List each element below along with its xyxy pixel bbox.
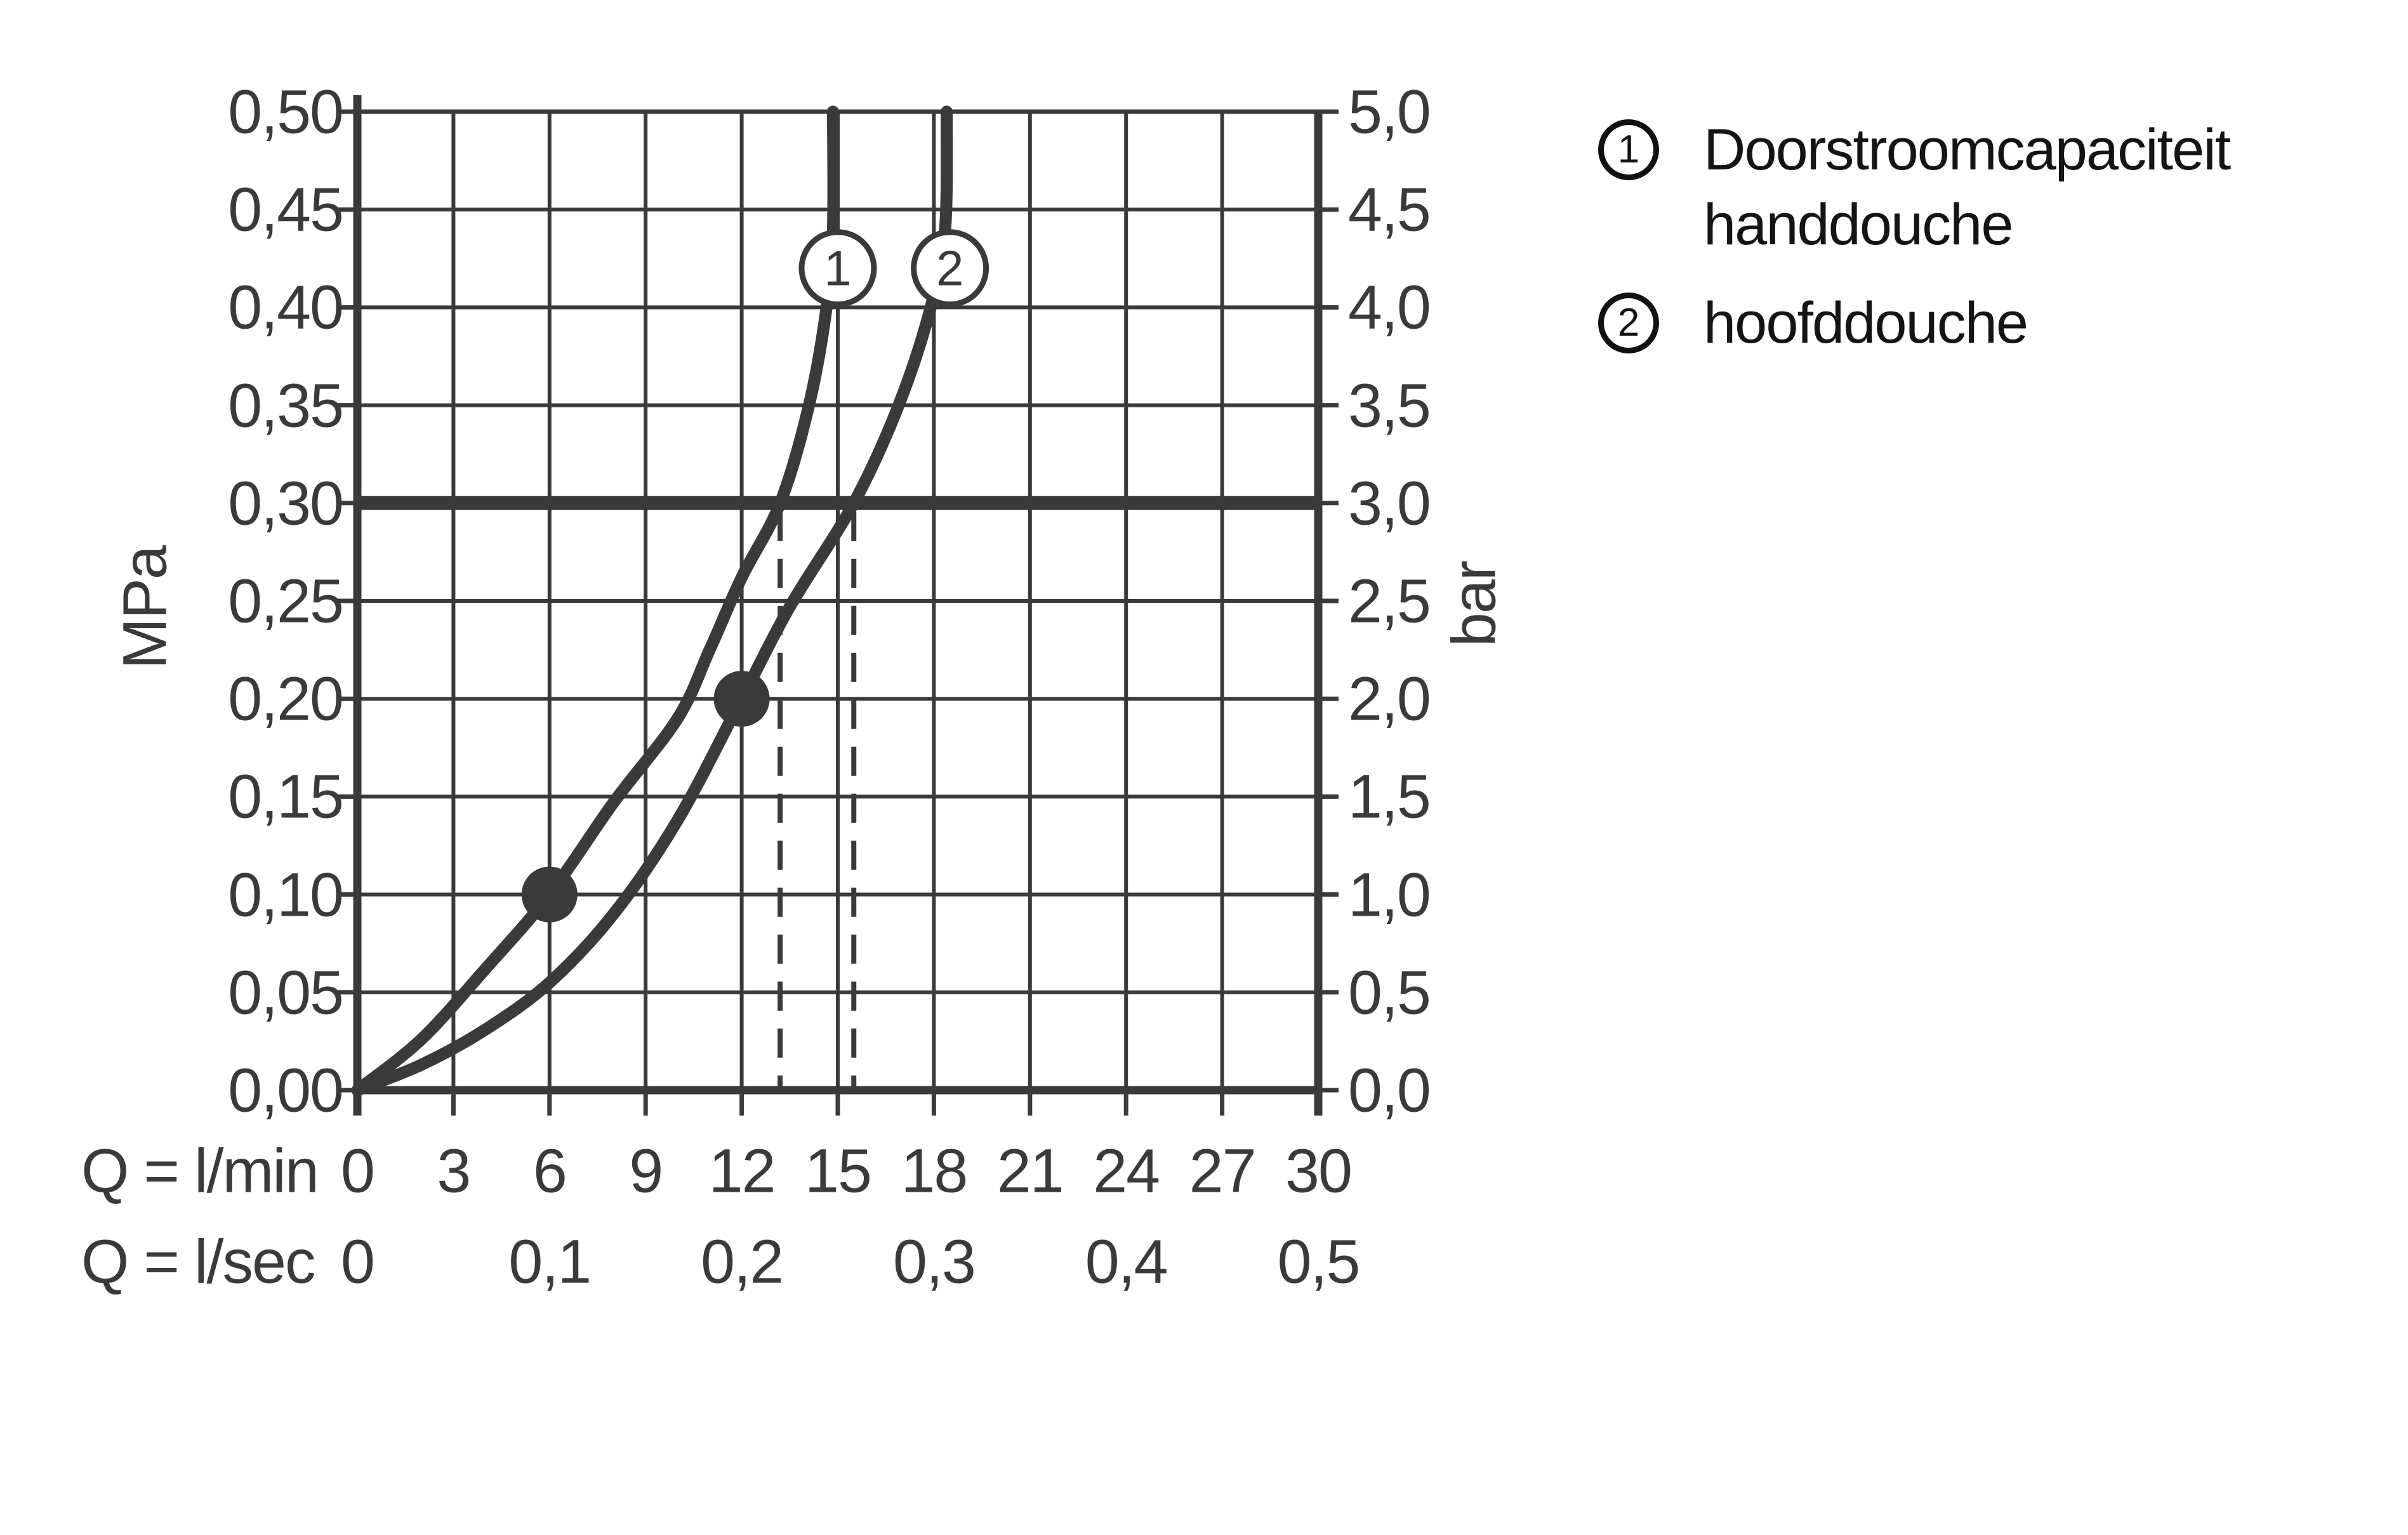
y-right-tick-label: 3,0 — [1348, 468, 1431, 538]
x-row1-tick-label: 9 — [629, 1136, 663, 1206]
x-axis-row2-label: Q = l/sec — [81, 1227, 315, 1296]
x-axis-row1-label: Q = l/min — [81, 1136, 319, 1206]
x-row1-tick-label: 21 — [996, 1136, 1064, 1206]
y-left-tick-label: 0,30 — [228, 468, 344, 538]
x-row1-tick-label: 15 — [805, 1136, 872, 1206]
y-right-tick-label: 2,5 — [1348, 566, 1431, 636]
legend-symbol-1-icon: 1 — [1598, 119, 1659, 180]
x-row1-tick-label: 30 — [1285, 1136, 1353, 1206]
legend-item-1-line-1: Doorstroomcapaciteit — [1703, 117, 2231, 182]
x-row2-tick-label: 0,1 — [508, 1227, 592, 1296]
x-row2-tick-label: 0,2 — [701, 1227, 784, 1296]
y-left-tick-label: 0,20 — [228, 664, 344, 734]
curve-1-path — [351, 105, 840, 1097]
x-row1-tick-label: 27 — [1189, 1136, 1257, 1206]
y-left-tick-label: 0,05 — [228, 958, 344, 1027]
y-left-unit-label: MPa — [110, 546, 180, 669]
x-row1-tick-label: 12 — [708, 1136, 776, 1206]
y-right-tick-label: 4,5 — [1348, 175, 1431, 244]
x-row1-tick-label: 6 — [533, 1136, 567, 1206]
y-right-tick-label: 3,5 — [1348, 371, 1431, 440]
y-right-tick-label: 4,0 — [1348, 272, 1431, 342]
legend-symbol-2-icon: 2 — [1598, 293, 1659, 353]
x-row1-tick-label: 24 — [1093, 1136, 1160, 1206]
curve-1-marker-dot — [521, 866, 578, 923]
y-left-tick-label: 0,40 — [228, 272, 344, 342]
y-right-tick-label: 0,0 — [1348, 1055, 1431, 1125]
y-left-tick-label: 0,10 — [228, 860, 344, 930]
y-right-tick-label: 1,0 — [1348, 860, 1431, 930]
y-left-tick-label: 0,25 — [228, 566, 344, 636]
x-row2-tick-label: 0,4 — [1085, 1227, 1168, 1296]
y-left-tick-label: 0,45 — [228, 175, 344, 244]
y-right-unit-label: bar — [1439, 561, 1509, 647]
legend-item-1-line-2: handdouche — [1703, 192, 2013, 257]
y-left-tick-label: 0,00 — [228, 1055, 344, 1125]
curve-label-number-2: 2 — [936, 240, 963, 296]
y-right-tick-label: 1,5 — [1348, 761, 1431, 831]
x-row2-tick-label: 0,5 — [1277, 1227, 1361, 1296]
curve-label-circle-2 — [911, 229, 989, 308]
curve-label-number-1: 1 — [824, 240, 851, 296]
y-left-tick-label: 0,50 — [228, 77, 344, 147]
x-row1-tick-label: 0 — [341, 1136, 375, 1206]
curve-label-circle-1 — [798, 229, 877, 308]
legend-item-2-line-1: hoofddouche — [1703, 291, 2028, 355]
x-row1-tick-label: 3 — [437, 1136, 471, 1206]
x-row1-tick-label: 18 — [901, 1136, 968, 1206]
y-left-tick-label: 0,35 — [228, 371, 344, 440]
y-right-tick-label: 5,0 — [1348, 77, 1431, 147]
x-row2-tick-label: 0,3 — [892, 1227, 976, 1296]
y-left-tick-label: 0,15 — [228, 761, 344, 831]
y-right-tick-label: 2,0 — [1348, 664, 1431, 734]
curve-2-marker-dot — [713, 671, 770, 727]
y-right-tick-label: 0,5 — [1348, 958, 1431, 1027]
x-row2-tick-label: 0 — [341, 1227, 375, 1296]
